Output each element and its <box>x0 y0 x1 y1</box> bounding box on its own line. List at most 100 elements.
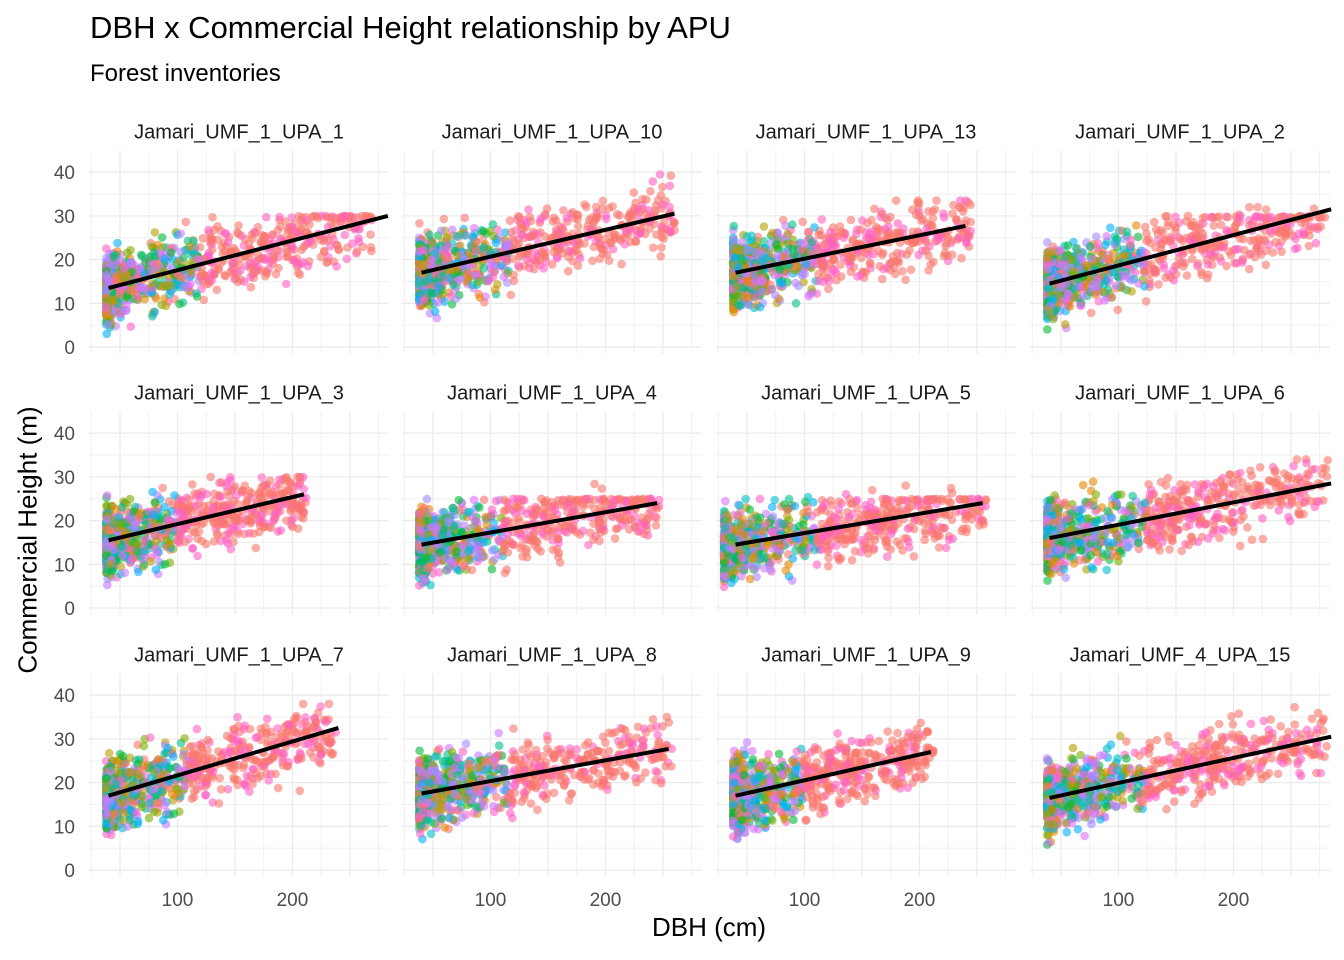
data-point <box>151 565 161 574</box>
data-point <box>204 225 213 235</box>
data-point <box>176 247 185 257</box>
data-point <box>434 282 443 291</box>
data-point <box>176 229 185 238</box>
data-point <box>186 506 196 516</box>
data-point <box>1214 212 1224 221</box>
data-point <box>150 228 160 237</box>
chart-title: DBH x Commercial Height relationship by … <box>90 10 731 45</box>
data-point <box>239 277 249 287</box>
data-point <box>1098 287 1108 297</box>
data-point <box>443 248 453 258</box>
data-point <box>290 257 300 266</box>
data-point <box>126 322 136 332</box>
data-point <box>352 247 362 256</box>
data-point <box>1141 267 1150 276</box>
data-point <box>250 257 259 267</box>
data-point <box>1256 213 1266 223</box>
data-point <box>817 260 826 270</box>
data-point <box>246 282 256 292</box>
data-point <box>293 268 303 278</box>
data-point <box>653 196 663 205</box>
data-point <box>147 279 157 288</box>
data-point <box>604 256 614 266</box>
data-point <box>207 268 216 278</box>
data-point <box>140 546 149 556</box>
data-point <box>809 260 819 269</box>
data-point <box>775 265 785 275</box>
data-point <box>665 181 675 191</box>
data-point <box>297 245 307 255</box>
data-point <box>778 233 787 243</box>
data-point <box>932 196 941 205</box>
data-point <box>111 504 121 514</box>
data-point <box>1088 280 1098 289</box>
facet-strip-label: Jamari_UMF_1_UPA_3 <box>134 382 344 404</box>
data-point <box>282 279 291 289</box>
data-point <box>966 200 975 210</box>
data-point <box>1043 284 1053 293</box>
data-point <box>479 242 489 252</box>
data-point <box>1101 240 1110 250</box>
data-point <box>298 219 308 229</box>
data-point <box>111 275 120 285</box>
data-point <box>1261 205 1271 214</box>
data-point <box>798 217 807 227</box>
data-point <box>146 557 155 566</box>
data-point <box>460 213 470 223</box>
data-point <box>1086 308 1096 318</box>
data-point <box>548 217 558 226</box>
data-point <box>737 253 746 263</box>
data-point <box>824 236 834 246</box>
data-point <box>858 216 867 225</box>
data-point <box>158 483 167 493</box>
data-point <box>744 300 754 310</box>
data-point <box>273 507 283 516</box>
data-point <box>237 486 246 496</box>
data-point <box>915 211 924 220</box>
data-point <box>184 495 194 505</box>
data-point <box>257 473 267 482</box>
data-point <box>157 233 167 242</box>
data-point <box>442 234 452 244</box>
data-point <box>1063 241 1073 250</box>
data-point <box>102 329 111 339</box>
data-point <box>1145 238 1155 248</box>
data-point <box>433 298 443 307</box>
data-point <box>284 486 294 496</box>
data-point <box>224 528 233 538</box>
data-point <box>1301 219 1310 228</box>
data-point <box>632 230 642 239</box>
data-point <box>1078 291 1088 301</box>
data-point <box>1186 221 1196 230</box>
data-point <box>1166 273 1175 282</box>
data-point <box>1048 242 1058 251</box>
data-point <box>124 286 134 295</box>
data-point <box>134 284 143 294</box>
data-point <box>299 514 308 523</box>
data-point <box>509 270 518 280</box>
data-point <box>928 221 937 231</box>
data-point <box>234 229 243 239</box>
data-point <box>149 248 159 257</box>
data-point <box>287 213 297 222</box>
data-point <box>250 268 259 278</box>
data-point <box>276 526 286 535</box>
data-point <box>1057 260 1066 270</box>
data-point <box>139 562 148 571</box>
y-tick-label: 20 <box>54 512 75 533</box>
data-point <box>455 275 465 284</box>
data-point <box>249 529 258 538</box>
data-point <box>150 307 160 317</box>
y-tick-label: 10 <box>54 294 75 315</box>
data-point <box>1150 267 1160 276</box>
data-point <box>339 211 349 221</box>
data-point <box>1266 212 1276 222</box>
data-point <box>1250 252 1260 262</box>
data-point <box>1087 254 1097 264</box>
facet-strip-label: Jamari_UMF_1_UPA_13 <box>756 121 977 143</box>
data-point <box>175 507 185 517</box>
data-point <box>861 267 871 277</box>
data-point <box>658 182 667 192</box>
data-point <box>568 256 577 266</box>
data-point <box>445 273 455 283</box>
